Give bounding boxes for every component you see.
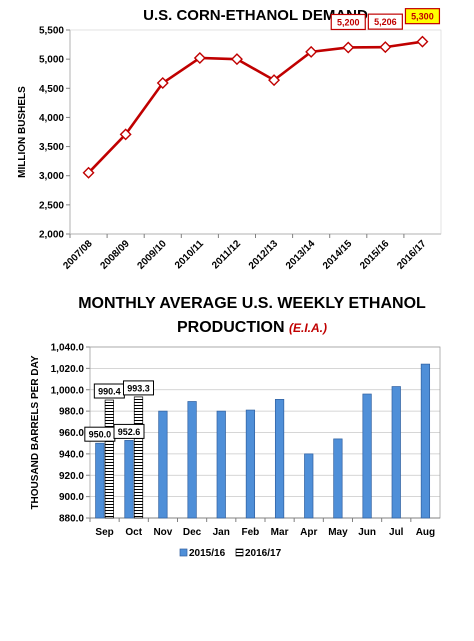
chart-title-line2-main: PRODUCTION: [177, 319, 289, 336]
data-label-box: [404, 8, 441, 25]
x-tick-label: May: [328, 527, 348, 538]
x-tick-label: 2015/16: [358, 238, 392, 272]
x-tick-label: 2011/12: [210, 238, 243, 271]
bar-2015/16-Feb: [245, 409, 256, 519]
data-point: [342, 41, 355, 54]
x-tick-label: Feb: [242, 527, 260, 538]
x-tick-label: 2009/10: [136, 238, 170, 272]
y-tick-label: 1,040.0: [51, 343, 85, 354]
data-point: [230, 53, 243, 66]
bar-2015/16-Dec: [187, 401, 197, 519]
x-tick-label: 2007/08: [61, 238, 95, 272]
y-tick-label: 920.0: [59, 471, 84, 482]
bar-2015/16-Jun: [362, 393, 372, 519]
bar-2015/16-Apr: [304, 453, 314, 519]
y-tick-label: 3,000: [39, 171, 64, 182]
data-point: [416, 35, 429, 48]
bar-2016/17-Oct: [133, 396, 144, 519]
data-label-box: [330, 13, 366, 31]
y-axis-label: MILLION BUSHELS: [17, 86, 28, 178]
x-tick-label: Jul: [389, 527, 404, 538]
data-point: [119, 128, 132, 141]
data-label: 5,200: [337, 17, 360, 27]
legend-label: 2016/17: [245, 548, 282, 559]
data-label-box: [123, 380, 154, 396]
x-tick-label: 2010/11: [173, 238, 206, 271]
y-tick-label: 1,000.0: [51, 385, 85, 396]
data-point: [82, 166, 95, 179]
chart-title: MONTHLY AVERAGE U.S. WEEKLY ETHANOL: [78, 295, 426, 312]
bar-2015/16-Mar: [274, 399, 285, 519]
y-tick-label: 4,000: [39, 113, 64, 124]
x-tick-label: Jan: [213, 527, 230, 538]
chart-title-line2: PRODUCTION (E.I.A.): [177, 319, 327, 336]
data-label: 952.6: [118, 427, 141, 437]
y-tick-label: 940.0: [59, 449, 84, 460]
data-label-box: [113, 423, 145, 439]
bar-2016/17-Sep: [104, 399, 114, 519]
y-tick-label: 2,000: [39, 230, 64, 241]
bar-2015/16-Nov: [158, 410, 168, 519]
bar-2015/16-Oct: [124, 440, 134, 519]
x-tick-label: Nov: [153, 527, 172, 538]
series-line: [87, 40, 423, 174]
legend-label: 2015/16: [189, 548, 226, 559]
data-point: [379, 41, 392, 54]
y-tick-label: 3,500: [39, 142, 64, 153]
data-label: 950.0: [89, 430, 112, 440]
y-tick-label: 900.0: [59, 492, 84, 503]
y-tick-label: 980.0: [59, 407, 84, 418]
data-label: 990.4: [98, 387, 121, 397]
x-tick-label: Mar: [271, 527, 289, 538]
data-label: 5,206: [374, 17, 397, 27]
data-point: [193, 51, 206, 64]
x-tick-label: 2013/14: [284, 238, 318, 272]
y-tick-label: 5,500: [39, 26, 64, 37]
x-tick-label: 2008/09: [98, 238, 132, 272]
x-tick-label: Aug: [416, 527, 435, 538]
y-tick-label: 4,500: [39, 84, 64, 95]
x-tick-label: Sep: [95, 527, 113, 538]
y-axis-label: THOUSAND BARRELS PER DAY: [30, 355, 41, 509]
data-point: [156, 77, 169, 90]
bar-2015/16-Sep: [95, 442, 105, 519]
bar-2015/16-Aug: [420, 363, 431, 519]
x-tick-label: Dec: [183, 527, 202, 538]
x-tick-label: 2016/17: [395, 238, 429, 272]
data-label-box: [367, 13, 403, 30]
corn-ethanol-demand-chart: U.S. CORN-ETHANOL DEMAND 2,000 2,500 3,000 3…: [17, 7, 442, 272]
data-label: 5,300: [411, 12, 434, 22]
x-tick-label: Jun: [358, 527, 376, 538]
y-tick-label: 1,020.0: [51, 364, 85, 375]
chart-title-note: (E.I.A.): [289, 321, 327, 335]
legend-swatch: [179, 548, 188, 557]
y-tick-label: 960.0: [59, 428, 84, 439]
data-point: [268, 74, 281, 87]
chart-title: U.S. CORN-ETHANOL DEMAND: [143, 7, 368, 24]
x-tick-label: 2014/15: [321, 238, 355, 272]
bar-2015/16-Jul: [391, 386, 401, 519]
y-tick-label: 5,000: [39, 55, 64, 66]
y-tick-label: 2,500: [39, 200, 64, 211]
x-tick-label: 2012/13: [247, 238, 281, 272]
data-point: [305, 45, 318, 58]
legend-swatch: [235, 548, 244, 557]
data-label: 993.3: [127, 383, 150, 393]
x-tick-label: Oct: [125, 527, 142, 538]
y-tick-label: 880.0: [59, 514, 84, 525]
bar-2015/16-May: [333, 438, 343, 519]
ethanol-production-chart: MONTHLY AVERAGE U.S. WEEKLY ETHANOL PRODU…: [30, 295, 441, 559]
bar-2015/16-Jan: [216, 410, 226, 519]
x-tick-label: Apr: [300, 527, 317, 538]
